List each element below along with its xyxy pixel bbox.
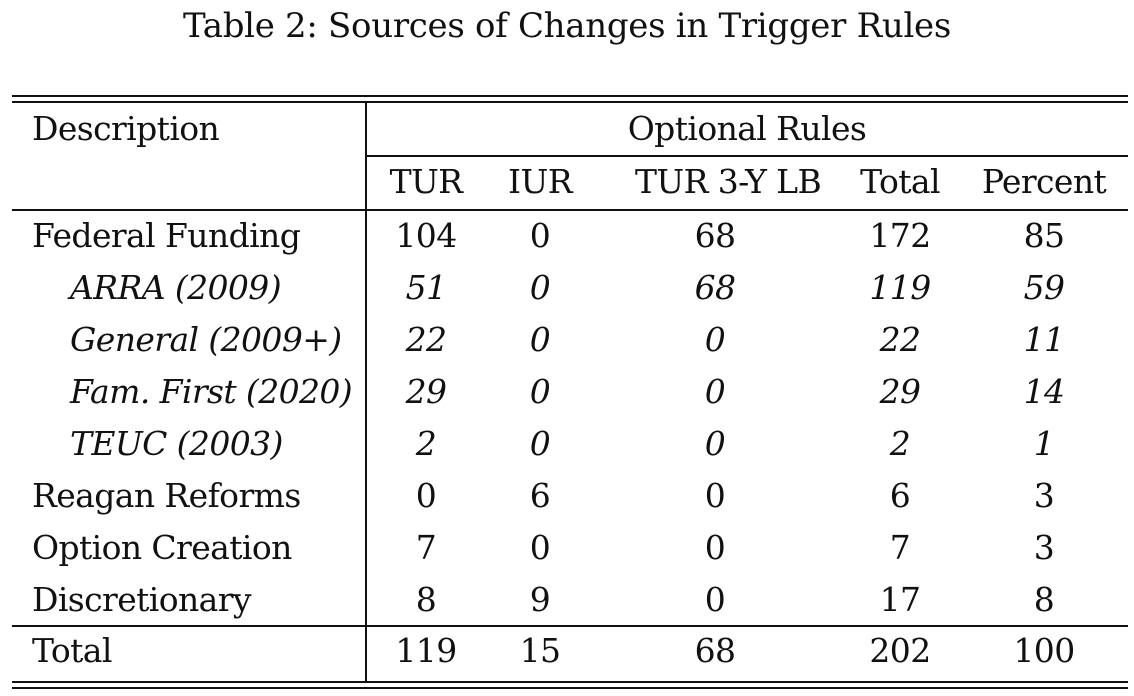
header-col-tur: TUR	[389, 162, 463, 201]
cell-percent: 8	[1033, 580, 1055, 619]
cell-iur: 0	[529, 320, 551, 359]
cell-percent: 3	[1033, 476, 1055, 515]
row-label: Option Creation	[32, 528, 292, 567]
cell-tur-3y-lb: 68	[694, 268, 736, 307]
total-iur: 15	[519, 631, 561, 670]
row-label: Fam. First (2020)	[70, 372, 353, 411]
cell-iur: 9	[529, 580, 551, 619]
cell-total: 7	[889, 528, 911, 567]
total-percent: 100	[1013, 631, 1075, 670]
bottom-rule-2	[12, 687, 1128, 689]
cell-tur-3y-lb: 0	[704, 580, 726, 619]
sources-table: Description Optional Rules TUR IUR TUR 3…	[12, 95, 1128, 691]
cell-iur: 0	[529, 216, 551, 255]
header-col-iur: IUR	[508, 162, 573, 201]
cell-tur: 29	[405, 372, 447, 411]
cell-tur: 104	[395, 216, 457, 255]
cell-tur: 51	[405, 268, 447, 307]
cell-iur: 0	[529, 372, 551, 411]
cell-tur: 22	[405, 320, 447, 359]
cell-tur-3y-lb: 68	[694, 216, 736, 255]
bottom-rule-1	[12, 681, 1128, 683]
cell-iur: 0	[529, 268, 551, 307]
cell-total: 2	[889, 424, 911, 463]
top-rule-1	[12, 95, 1128, 97]
column-divider	[365, 101, 367, 681]
cell-tur: 7	[415, 528, 437, 567]
cell-percent: 85	[1023, 216, 1065, 255]
row-label: Discretionary	[32, 580, 252, 619]
total-total: 202	[869, 631, 931, 670]
cell-percent: 14	[1023, 372, 1065, 411]
total-label: Total	[32, 631, 112, 670]
header-col-tur-3y-lb: TUR 3-Y LB	[635, 162, 822, 201]
cell-tur: 2	[415, 424, 437, 463]
cell-tur-3y-lb: 0	[704, 372, 726, 411]
cell-total: 17	[879, 580, 921, 619]
cell-percent: 59	[1023, 268, 1065, 307]
row-label: General (2009+)	[70, 320, 342, 359]
cell-iur: 0	[529, 528, 551, 567]
cell-tur-3y-lb: 0	[704, 424, 726, 463]
row-label: Federal Funding	[32, 216, 301, 255]
cell-total: 22	[879, 320, 921, 359]
cell-total: 6	[889, 476, 911, 515]
cell-total: 172	[869, 216, 931, 255]
cell-total: 29	[879, 372, 921, 411]
row-label: Reagan Reforms	[32, 476, 301, 515]
total-tur-3y-lb: 68	[694, 631, 736, 670]
cell-iur: 6	[529, 476, 551, 515]
cell-tur: 0	[415, 476, 437, 515]
cell-tur-3y-lb: 0	[704, 476, 726, 515]
header-rule	[12, 209, 1128, 211]
total-rule	[12, 625, 1128, 627]
group-rule	[366, 155, 1128, 157]
cell-iur: 0	[529, 424, 551, 463]
header-col-total: Total	[860, 162, 940, 201]
row-label: TEUC (2003)	[70, 424, 283, 463]
cell-tur: 8	[415, 580, 437, 619]
cell-tur-3y-lb: 0	[704, 528, 726, 567]
header-optional-rules: Optional Rules	[627, 109, 867, 148]
row-label: ARRA (2009)	[70, 268, 282, 307]
header-description: Description	[32, 109, 220, 148]
cell-percent: 3	[1033, 528, 1055, 567]
top-rule-2	[12, 101, 1128, 103]
cell-percent: 11	[1023, 320, 1065, 359]
cell-percent: 1	[1033, 424, 1055, 463]
total-tur: 119	[395, 631, 457, 670]
cell-tur-3y-lb: 0	[704, 320, 726, 359]
cell-total: 119	[869, 268, 931, 307]
header-col-percent: Percent	[981, 162, 1107, 201]
table-title: Table 2: Sources of Changes in Trigger R…	[182, 6, 952, 46]
